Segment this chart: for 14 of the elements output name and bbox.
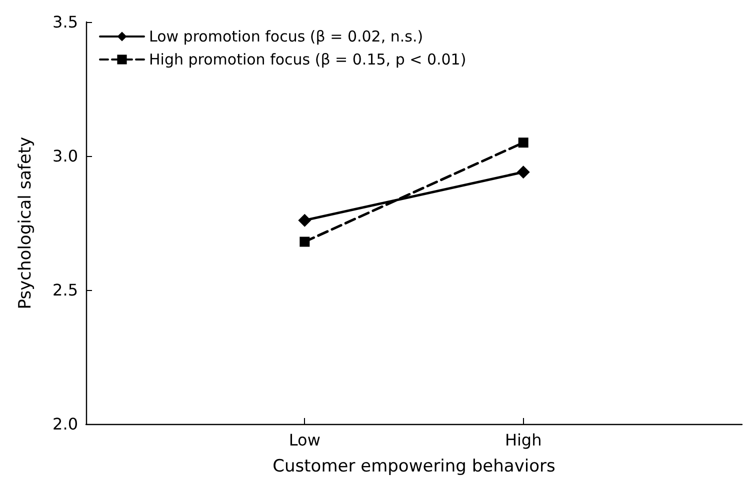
legend-label: High promotion focus (β = 0.15, p < 0.01) [149, 50, 466, 68]
y-tick-label: 3.0 [52, 146, 78, 166]
y-tick-label: 3.5 [52, 12, 78, 32]
legend-label: Low promotion focus (β = 0.02, n.s.) [149, 28, 424, 46]
point [298, 214, 312, 227]
x-tick-label: High [504, 430, 542, 450]
point [300, 236, 310, 247]
x-tick-label: Low [288, 430, 320, 450]
y-axis-title: Psychological safety [16, 136, 36, 310]
point [518, 138, 528, 148]
y-tick-label: 2.5 [52, 280, 78, 300]
x-axis-title: Customer empowering behaviors [272, 456, 556, 476]
y-tick-label: 2.0 [52, 414, 78, 434]
point [516, 166, 530, 179]
